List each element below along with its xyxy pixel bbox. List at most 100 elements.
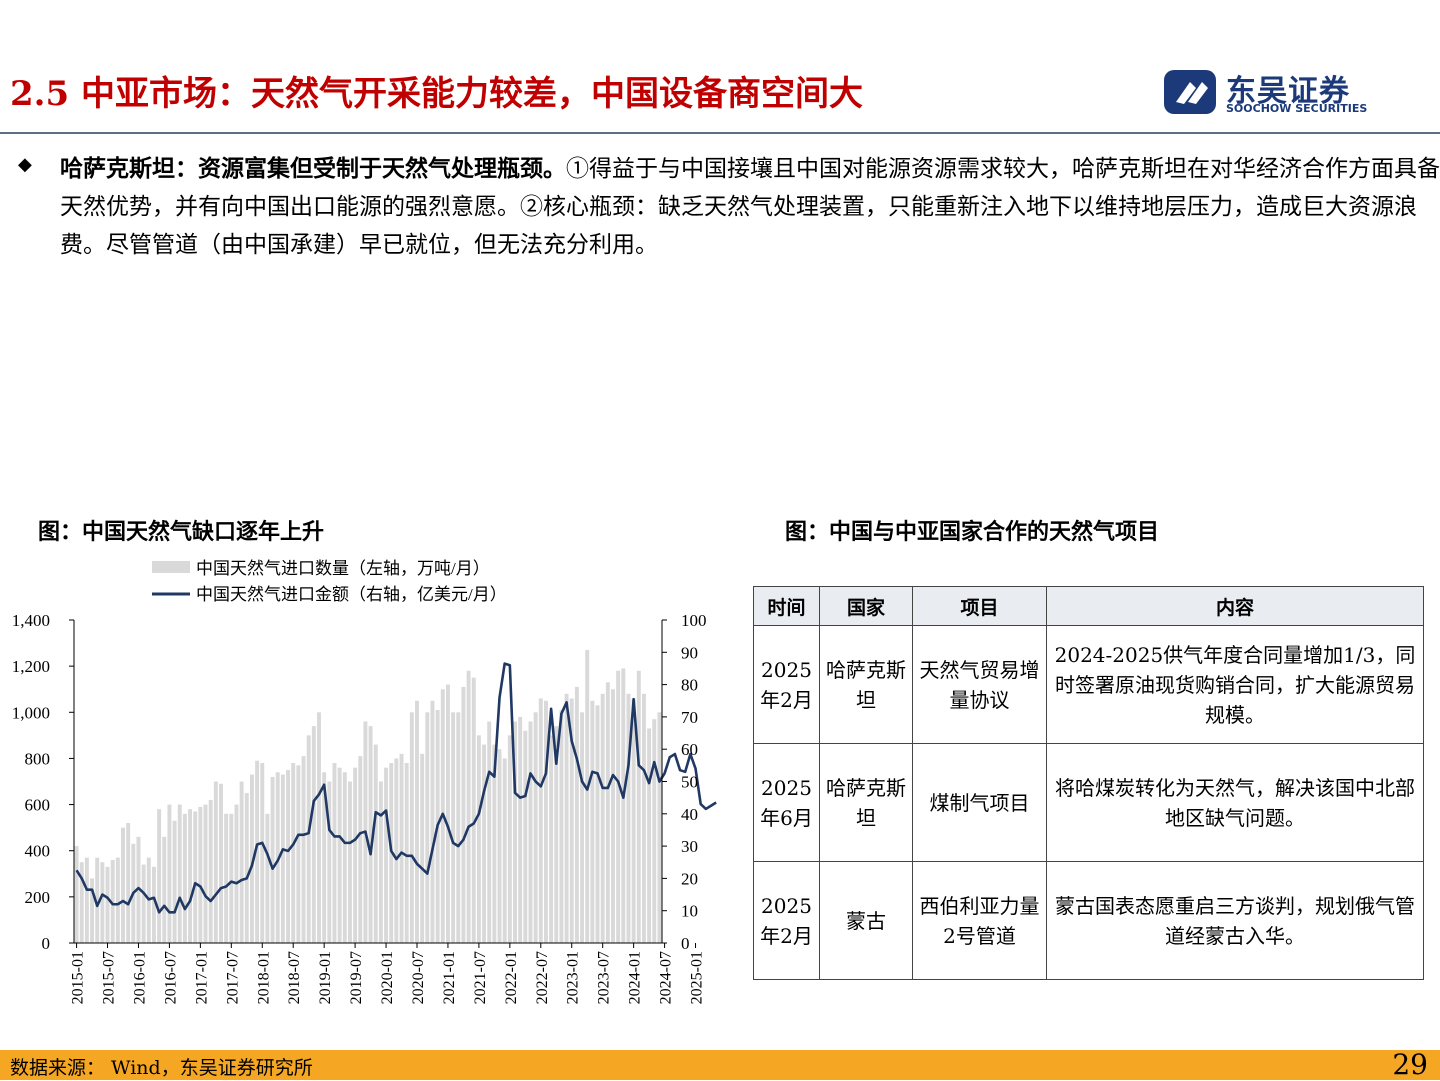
cell-content: 蒙古国表态愿重启三方谈判，规划俄气管道经蒙古入华。 (1046, 861, 1424, 980)
bar-import-volume (590, 700, 595, 943)
cell-content: 将哈煤炭转化为天然气，解决该国中北部地区缺气问题。 (1046, 743, 1424, 862)
bar-import-volume (270, 776, 275, 943)
bar-import-volume (652, 719, 657, 943)
header-country: 国家 (819, 586, 913, 626)
y-right-tick-label: 30 (681, 837, 698, 856)
bar-import-volume (151, 866, 156, 943)
bar-import-volume (533, 712, 538, 943)
header-content: 内容 (1046, 586, 1424, 626)
bar-import-volume (647, 728, 652, 943)
cell-time: 2025年2月 (753, 861, 820, 980)
bar-import-volume (456, 712, 461, 943)
x-tick-label: 2015-07 (101, 951, 118, 1004)
cell-country: 蒙古 (819, 861, 913, 980)
cell-country: 哈萨克斯坦 (819, 743, 913, 862)
y-right-tick-label: 10 (681, 902, 698, 921)
y-left-tick-label: 1,200 (12, 657, 50, 676)
bar-import-volume (121, 827, 125, 943)
bar-import-volume (492, 744, 497, 943)
bar-import-volume (141, 864, 146, 943)
bar-import-volume (188, 809, 193, 943)
y-left-tick-label: 1,400 (12, 611, 50, 630)
x-tick-label: 2025-01 (689, 951, 706, 1004)
bar-import-volume (84, 857, 89, 943)
legend-line-label: 中国天然气进口金额（右轴，亿美元/月） (196, 585, 507, 604)
y-right-tick-label: 70 (681, 708, 698, 727)
bar-import-volume (234, 804, 239, 943)
bar-import-volume (404, 763, 409, 943)
bar-import-volume (559, 709, 564, 943)
bar-import-volume (74, 846, 79, 943)
bar-import-volume (554, 726, 559, 943)
x-tick-label: 2024-07 (658, 951, 675, 1004)
bar-import-volume (167, 804, 172, 943)
bar-import-volume (358, 756, 363, 943)
header-project: 项目 (912, 586, 1047, 626)
y-left-tick-label: 1,000 (12, 703, 50, 722)
bar-import-volume (368, 726, 373, 943)
line-import-value (75, 662, 717, 914)
bar-import-volume (286, 769, 291, 943)
bar-import-volume (657, 712, 662, 943)
x-tick-label: 2023-07 (596, 951, 613, 1004)
bar-import-volume (445, 684, 450, 943)
bar-import-volume (384, 767, 389, 943)
legend-bar-swatch (152, 561, 190, 573)
bar-import-volume (177, 804, 182, 943)
y-left-tick-label: 400 (25, 842, 51, 861)
y-left-tick-label: 0 (42, 934, 51, 953)
y-right-tick-label: 0 (681, 934, 690, 953)
footer-bar: 数据来源： Wind，东吴证券研究所 29 (0, 1050, 1440, 1080)
bar-import-volume (162, 836, 167, 943)
bar-import-volume (95, 857, 100, 943)
header-time: 时间 (753, 586, 820, 626)
cell-project: 煤制气项目 (912, 743, 1047, 862)
cell-time: 2025年6月 (753, 743, 820, 862)
y-right-tick-label: 90 (681, 643, 698, 662)
bar-import-volume (157, 809, 162, 943)
bar-import-volume (136, 836, 141, 943)
bar-import-volume (513, 721, 517, 943)
bar-import-volume (580, 712, 585, 943)
bar-import-volume (507, 735, 512, 943)
y-right-tick-label: 60 (681, 740, 698, 759)
bar-import-volume (347, 781, 352, 943)
bar-import-volume (301, 756, 306, 943)
bar-import-volume (249, 774, 254, 943)
bar-import-volume (585, 649, 590, 943)
bar-import-volume (487, 721, 492, 943)
bar-import-volume (569, 698, 574, 943)
table-row: 2025年2月 哈萨克斯坦 天然气贸易增量协议 2024-2025供气年度合同量… (753, 625, 1424, 744)
bar-import-volume (193, 811, 198, 943)
x-tick-label: 2022-01 (503, 951, 520, 1004)
bar-import-volume (172, 820, 177, 943)
bar-import-volume (327, 781, 332, 943)
bar-import-volume (399, 753, 404, 943)
x-tick-label: 2015-01 (70, 951, 87, 1004)
bar-import-volume (213, 781, 218, 943)
figure-right-title: 图：中国与中亚国家合作的天然气项目 (785, 520, 1160, 545)
bar-import-volume (476, 735, 481, 943)
bar-import-volume (543, 700, 548, 943)
bar-import-volume (115, 857, 120, 943)
bar-import-volume (482, 744, 487, 943)
x-tick-label: 2017-07 (224, 951, 241, 1004)
bar-import-volume (255, 760, 260, 943)
x-tick-label: 2019-01 (317, 951, 334, 1004)
bar-import-volume (322, 772, 327, 943)
bar-import-volume (394, 758, 399, 943)
legend-bar-label: 中国天然气进口数量（左轴，万吨/月） (196, 559, 490, 578)
bar-import-volume (373, 744, 378, 943)
logo-text-en: SOOCHOW SECURITIES (1226, 102, 1368, 115)
bar-import-volume (265, 813, 270, 943)
bar-import-volume (409, 712, 414, 943)
bar-import-volume (342, 772, 347, 943)
soochow-logo-icon (1164, 70, 1216, 114)
bar-import-volume (471, 677, 476, 943)
bar-import-volume (420, 753, 425, 943)
bar-import-volume (296, 765, 301, 943)
x-tick-label: 2018-01 (255, 951, 272, 1004)
cell-country: 哈萨克斯坦 (819, 625, 913, 744)
bar-import-volume (219, 783, 223, 943)
